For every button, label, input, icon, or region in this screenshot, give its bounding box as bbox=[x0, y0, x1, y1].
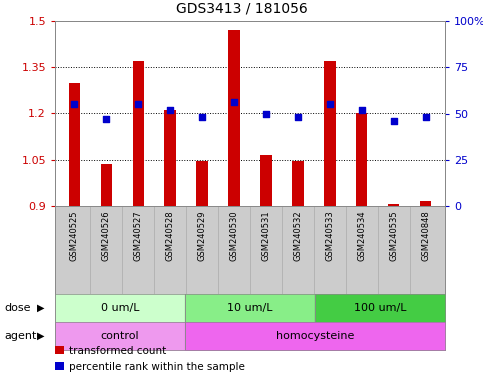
Bar bbox=[165, 111, 176, 206]
Text: GSM240528: GSM240528 bbox=[166, 210, 174, 261]
Text: GDS3413 / 181056: GDS3413 / 181056 bbox=[176, 1, 307, 15]
Text: GSM240527: GSM240527 bbox=[134, 210, 142, 261]
Text: GSM240532: GSM240532 bbox=[294, 210, 302, 261]
Bar bbox=[100, 164, 112, 206]
Point bbox=[134, 101, 142, 107]
Text: transformed count: transformed count bbox=[69, 346, 166, 356]
Point bbox=[326, 101, 334, 107]
Bar bbox=[388, 204, 399, 206]
Text: GSM240535: GSM240535 bbox=[389, 210, 398, 261]
Point bbox=[166, 107, 174, 113]
Text: percentile rank within the sample: percentile rank within the sample bbox=[69, 362, 244, 372]
Point bbox=[390, 118, 398, 124]
Text: GSM240530: GSM240530 bbox=[229, 210, 239, 261]
Bar bbox=[356, 114, 368, 206]
Text: GSM240534: GSM240534 bbox=[357, 210, 367, 261]
Bar bbox=[420, 201, 431, 206]
Text: GSM240526: GSM240526 bbox=[101, 210, 111, 261]
Bar bbox=[69, 83, 80, 206]
Text: GSM240531: GSM240531 bbox=[261, 210, 270, 261]
Bar bbox=[260, 155, 271, 206]
Point bbox=[102, 116, 110, 122]
Text: control: control bbox=[100, 331, 139, 341]
Point bbox=[422, 114, 430, 120]
Bar bbox=[324, 61, 336, 206]
Text: dose: dose bbox=[5, 303, 31, 313]
Text: 0 um/L: 0 um/L bbox=[101, 303, 139, 313]
Text: 10 um/L: 10 um/L bbox=[227, 303, 273, 313]
Text: ▶: ▶ bbox=[37, 303, 45, 313]
Point bbox=[71, 101, 78, 107]
Bar bbox=[292, 161, 303, 206]
Text: GSM240848: GSM240848 bbox=[421, 210, 430, 261]
Point bbox=[358, 107, 366, 113]
Text: 100 um/L: 100 um/L bbox=[354, 303, 406, 313]
Text: homocysteine: homocysteine bbox=[276, 331, 354, 341]
Point bbox=[198, 114, 206, 120]
Bar bbox=[197, 161, 208, 206]
Text: GSM240525: GSM240525 bbox=[70, 210, 79, 261]
Bar bbox=[132, 61, 144, 206]
Point bbox=[230, 99, 238, 106]
Text: agent: agent bbox=[5, 331, 37, 341]
Point bbox=[294, 114, 302, 120]
Point bbox=[262, 111, 270, 117]
Text: GSM240529: GSM240529 bbox=[198, 210, 207, 261]
Text: GSM240533: GSM240533 bbox=[326, 210, 334, 261]
Text: ▶: ▶ bbox=[37, 331, 45, 341]
Bar bbox=[228, 30, 240, 206]
